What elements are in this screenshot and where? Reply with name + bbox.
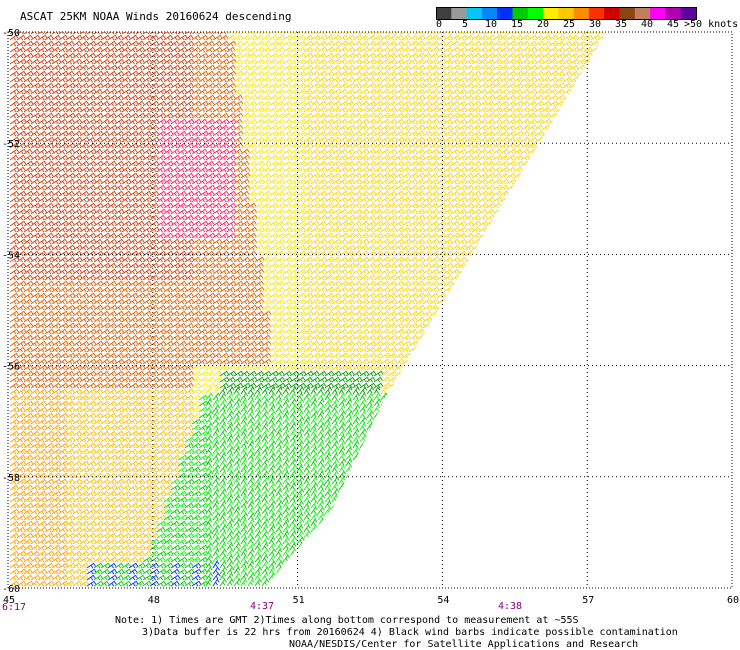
colorbar-swatch [680,7,697,20]
colorbar-swatch [451,7,468,20]
latitude-label: -60 [2,584,20,595]
longitude-label: 54 [437,595,449,606]
colorbar-swatch [527,7,544,20]
colorbar-swatch [650,7,666,20]
note-line-1: Note: 1) Times are GMT 2)Times along bot… [115,615,579,626]
colorbar-units: >50 knots [684,19,739,30]
latitude-label: -56 [2,362,20,373]
longitude-label: 57 [582,595,594,606]
colorbar-tick-label: 35 [615,19,628,30]
longitude-label: 60 [727,595,739,606]
longitude-label: 48 [148,595,160,606]
colorbar-swatch [466,7,483,20]
pass-time-label: 4:37 [250,601,274,612]
longitude-label: 45 [3,595,15,606]
colorbar-swatch [604,7,621,20]
latitude-label: -58 [2,473,20,484]
note-line-2: 3)Data buffer is 22 hrs from 20160624 4)… [142,627,678,638]
colorbar-tick-label: 0 [436,19,443,30]
latitude-label: -52 [2,139,20,150]
colorbar-swatches [436,7,697,20]
colorbar-tick-label: 10 [485,19,498,30]
colorbar-tick-label: 15 [511,19,524,30]
note-line-3: NOAA/NESDIS/Center for Satellite Applica… [289,639,639,650]
map-title: ASCAT 25KM NOAA Winds 20160624 descendin… [20,10,292,23]
colorbar-swatch [481,7,498,20]
pass-time-label: 4:38 [498,601,522,612]
colorbar-tick-label: 25 [563,19,576,30]
latitude-label: -50 [2,28,20,39]
colorbar-swatch [512,7,529,20]
colorbar-swatch [588,7,605,20]
latitude-label: -54 [2,250,20,261]
colorbar-swatch [665,7,682,20]
colorbar-tick-label: 20 [537,19,550,30]
pass-time-label: 6:17 [2,602,26,613]
longitude-label: 51 [293,595,305,606]
colorbar-swatch [558,7,575,20]
colorbar-tick-label: 5 [462,19,469,30]
wind-speed-colorbar [436,6,698,25]
colorbar-swatch [619,7,636,20]
colorbar-tick-label: 45 [667,19,680,30]
colorbar-swatch [634,7,651,20]
colorbar-tick-label: 40 [641,19,654,30]
colorbar-swatch [573,7,590,20]
colorbar-swatch [543,7,559,20]
colorbar-swatch [436,7,452,20]
graticule [7,31,733,589]
colorbar-swatch [497,7,513,20]
colorbar-tick-label: 30 [589,19,602,30]
